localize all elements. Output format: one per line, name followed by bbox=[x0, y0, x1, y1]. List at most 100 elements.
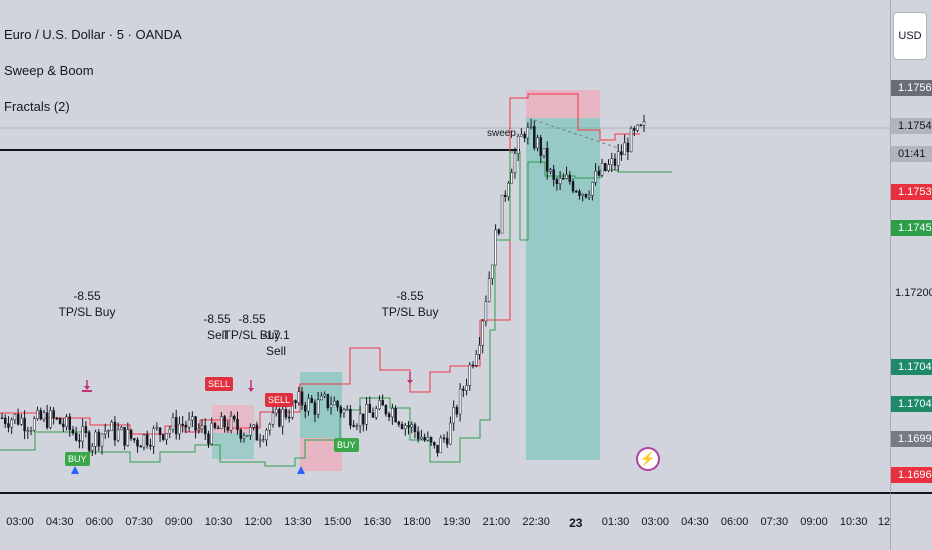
symbol-title[interactable]: Euro / U.S. Dollar · 5 · OANDA bbox=[4, 27, 182, 42]
candle-body bbox=[197, 428, 201, 431]
candle-body bbox=[345, 408, 349, 411]
time-tick: 12:00 bbox=[244, 516, 272, 528]
candle-body bbox=[120, 427, 123, 431]
time-tick: 04:30 bbox=[45, 516, 74, 528]
candle-body bbox=[452, 406, 455, 424]
candle-body bbox=[316, 399, 320, 415]
time-tick: 09:00 bbox=[800, 516, 828, 528]
buy-tag: BUY bbox=[65, 452, 90, 466]
candle-body bbox=[539, 137, 543, 156]
candle-body bbox=[342, 409, 346, 414]
candle-body bbox=[433, 441, 436, 446]
time-tick: 03:00 bbox=[641, 516, 669, 528]
candle-body bbox=[397, 421, 401, 425]
price-tag-low: 1.16992 bbox=[891, 431, 932, 447]
candle-body bbox=[623, 142, 626, 156]
candle-body bbox=[265, 429, 268, 441]
candle-body bbox=[613, 158, 617, 166]
candle-body bbox=[636, 124, 639, 131]
candle-body bbox=[91, 446, 94, 451]
chart-area[interactable]: sweep Euro / U.S. Dollar · 5 · OANDA Swe… bbox=[0, 0, 890, 492]
candle-body bbox=[245, 435, 249, 437]
candle-body bbox=[594, 170, 597, 183]
candle-body bbox=[168, 428, 172, 434]
candle-body bbox=[439, 437, 443, 454]
candle-body bbox=[555, 179, 559, 185]
candle-body bbox=[510, 172, 513, 184]
currency-button[interactable]: USD bbox=[893, 12, 927, 60]
time-tick: 06:00 bbox=[85, 516, 114, 528]
annotation-tp-sl-buy-3: -8.55 TP/SL Buy bbox=[381, 289, 439, 319]
candle-body bbox=[155, 427, 159, 430]
candle-body bbox=[533, 126, 536, 149]
time-tick: 03:00 bbox=[6, 516, 34, 528]
candle-body bbox=[404, 425, 407, 429]
time-tick: 01:30 bbox=[601, 516, 630, 528]
candle-body bbox=[565, 174, 568, 179]
candle-body bbox=[320, 395, 323, 401]
candle-body bbox=[442, 437, 446, 440]
candle-body bbox=[468, 364, 472, 386]
candle-body bbox=[239, 429, 242, 439]
candle-body bbox=[478, 345, 481, 355]
candle-body bbox=[500, 194, 504, 234]
candle-body bbox=[107, 430, 110, 432]
candle-body bbox=[81, 426, 84, 442]
candle-body bbox=[74, 432, 78, 441]
candle-body bbox=[607, 164, 610, 171]
candle-body bbox=[23, 417, 26, 432]
candle-body bbox=[568, 174, 572, 182]
candle-body bbox=[142, 434, 146, 448]
price-plot[interactable]: sweep bbox=[0, 0, 890, 492]
candle-body bbox=[633, 128, 636, 131]
candle-body bbox=[136, 439, 139, 447]
candle-body bbox=[523, 133, 526, 139]
lightning-icon[interactable]: ⚡ bbox=[636, 447, 660, 471]
indicator-sweep-boom[interactable]: Sweep & Boom bbox=[4, 63, 94, 78]
candle-body bbox=[213, 422, 217, 429]
indicator-fractals[interactable]: Fractals (2) bbox=[4, 99, 70, 114]
candle-body bbox=[200, 425, 204, 430]
candle-body bbox=[33, 418, 36, 431]
candle-body bbox=[368, 404, 372, 413]
candle-body bbox=[16, 414, 20, 425]
countdown-tag: 01:41 bbox=[891, 146, 932, 162]
candle-body bbox=[484, 301, 488, 322]
time-tick: 06:00 bbox=[720, 516, 749, 528]
candle-body bbox=[249, 427, 252, 436]
candle-body bbox=[207, 433, 210, 445]
time-tick: 07:30 bbox=[760, 516, 789, 528]
candle-body bbox=[226, 426, 230, 431]
candle-body bbox=[307, 398, 310, 412]
candle-body bbox=[7, 423, 10, 428]
sell-tag: SELL bbox=[265, 393, 294, 407]
candle-body bbox=[278, 408, 281, 427]
candle-body bbox=[294, 400, 297, 403]
candle-body bbox=[333, 400, 336, 406]
candle-body bbox=[642, 121, 646, 126]
candle-body bbox=[374, 408, 378, 418]
candle-body bbox=[378, 400, 381, 410]
candle-body bbox=[474, 354, 478, 366]
time-tick: 16:30 bbox=[363, 516, 392, 528]
candle-body bbox=[45, 412, 49, 428]
candle-body bbox=[591, 182, 594, 196]
candle-body bbox=[410, 424, 413, 428]
candle-body bbox=[139, 445, 142, 448]
candle-body bbox=[162, 434, 165, 440]
candle-body bbox=[184, 424, 188, 428]
candle-body bbox=[84, 426, 88, 433]
candle-body bbox=[65, 416, 68, 427]
candle-body bbox=[271, 412, 275, 425]
candle-body bbox=[26, 430, 30, 432]
candle-body bbox=[584, 193, 588, 198]
candle-body bbox=[97, 431, 101, 447]
candle-body bbox=[339, 406, 342, 414]
candle-body bbox=[242, 435, 246, 439]
time-tick: 04:30 bbox=[681, 516, 709, 528]
candle-body bbox=[629, 128, 633, 153]
time-axis[interactable]: 03:00 04:30 06:00 07:30 09:00 10:30 12:00 13:30… bbox=[0, 492, 890, 550]
candle-body bbox=[455, 406, 459, 415]
candle-body bbox=[465, 385, 468, 391]
